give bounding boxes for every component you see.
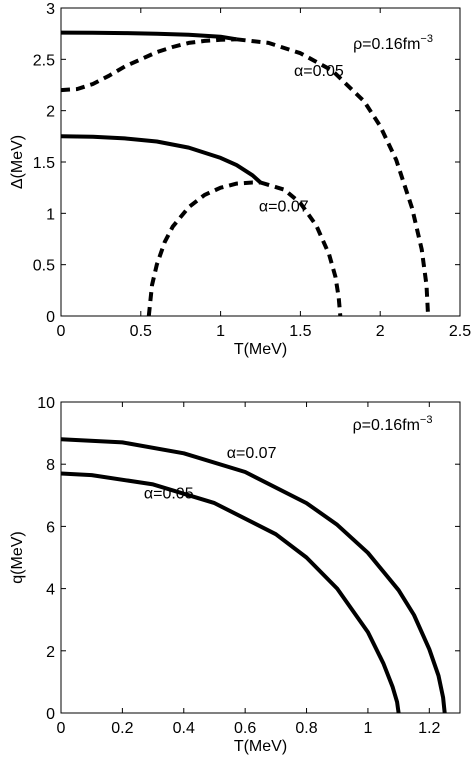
y-tick-label: 3 — [46, 1, 55, 18]
y-axis-label: q(MeV) — [9, 531, 26, 583]
y-tick-label: 2 — [46, 104, 55, 121]
y-tick-label: 6 — [46, 519, 55, 536]
x-tick-label: 1 — [363, 720, 372, 737]
y-tick-label: 1.5 — [33, 155, 55, 172]
y-axis-label: Δ(MeV) — [9, 135, 26, 189]
series-curve-2-dashed — [236, 37, 431, 317]
x-axis-label: T(MeV) — [234, 341, 287, 358]
annotation-superscript: −3 — [420, 414, 433, 426]
annotation-label: α=0.05 — [144, 485, 194, 502]
x-tick-label: 0 — [57, 323, 66, 340]
annotation-text: α=0.07 — [259, 198, 309, 215]
series-curve-0-solid — [60, 30, 237, 42]
x-tick-label: 1 — [216, 323, 225, 340]
x-tick-label: 0.8 — [295, 720, 317, 737]
x-tick-label: 2 — [376, 323, 385, 340]
y-tick-label: 8 — [46, 457, 55, 474]
q-chart: 0 0.2 0.4 0.6 0.8 1 1.2 0 2 4 6 8 10 T(MeV) q(MeV) ρ=0.… — [9, 395, 461, 755]
x-tick-label: 1.2 — [418, 720, 440, 737]
x-tick-label: 2.5 — [449, 323, 471, 340]
annotation-text: α=0.07 — [227, 445, 277, 462]
annotation-text: α=0.05 — [144, 485, 194, 502]
y-tick-label: 2.5 — [33, 52, 55, 69]
plot-frame — [60, 7, 461, 317]
annotation-label: α=0.05 — [294, 63, 344, 80]
annotation-text: ρ=0.16fm — [353, 417, 420, 434]
series-curve-0-solid — [60, 437, 447, 714]
annotation-label: α=0.07 — [227, 445, 277, 462]
x-tick-label: 0.4 — [173, 720, 195, 737]
series-curve-1-solid — [60, 471, 401, 714]
y-tick-label: 2 — [46, 644, 55, 661]
x-tick-label: 0 — [57, 720, 66, 737]
series-curve-4-dashed — [146, 180, 261, 317]
annotation-text: α=0.05 — [294, 63, 344, 80]
y-tick-label: 10 — [37, 395, 55, 412]
delta-chart: 0 0.5 1 1.5 2 2.5 0 0.5 1 1.5 2 2.5 3 T(MeV) Δ(MeV) ρ=0… — [9, 1, 471, 358]
y-tick-label: 0 — [46, 706, 55, 723]
annotation-label: ρ=0.16fm−3 — [353, 414, 433, 434]
y-tick-label: 4 — [46, 582, 55, 599]
y-tick-label: 0 — [46, 309, 55, 326]
annotation-text: ρ=0.16fm — [353, 36, 420, 53]
series-curve-1-dashed — [60, 37, 237, 93]
annotation-label: ρ=0.16fm−3 — [353, 33, 433, 53]
x-axis-label: T(MeV) — [234, 738, 287, 755]
x-tick-label: 0.5 — [130, 323, 152, 340]
x-tick-label: 0.6 — [234, 720, 256, 737]
x-tick-label: 1.5 — [289, 323, 311, 340]
y-tick-label: 1 — [46, 206, 55, 223]
y-tick-label: 0.5 — [33, 258, 55, 275]
annotation-label: α=0.07 — [259, 198, 309, 215]
plot-frame — [60, 401, 461, 714]
series-curve-3-solid — [60, 134, 262, 184]
x-tick-label: 0.2 — [111, 720, 133, 737]
annotation-superscript: −3 — [420, 33, 433, 45]
